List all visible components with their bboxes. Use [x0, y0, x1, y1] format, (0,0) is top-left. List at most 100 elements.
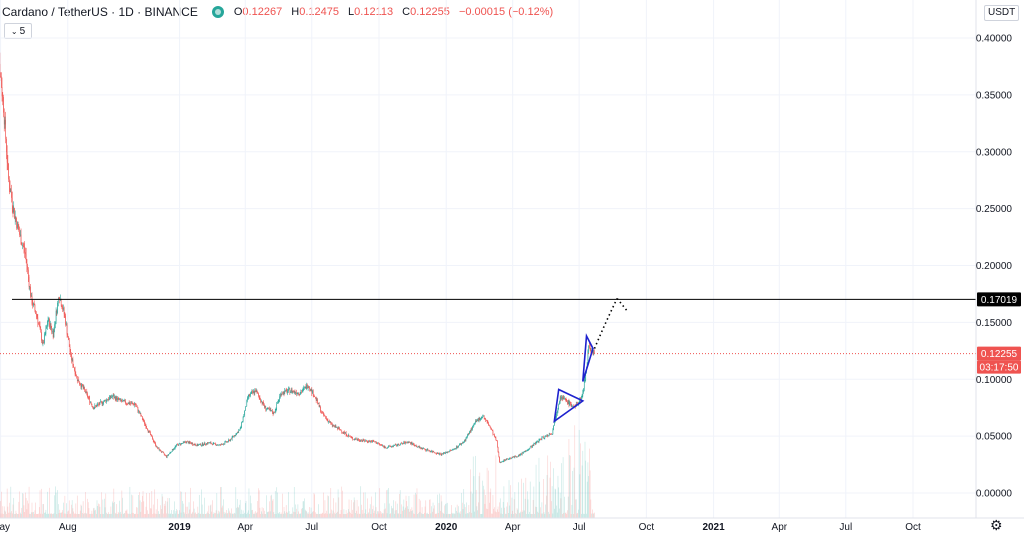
volume-bar: [340, 510, 342, 518]
volume-bar: [0, 501, 1, 518]
volume-bar: [11, 513, 13, 518]
volume-bar: [472, 456, 474, 518]
candle-body: [131, 402, 133, 404]
candle-body: [445, 452, 447, 454]
candle-body: [7, 162, 9, 164]
volume-bar: [237, 506, 239, 518]
candle-body: [540, 438, 542, 440]
candle-body: [557, 407, 559, 412]
candle-body: [68, 340, 70, 347]
volume-bar: [394, 510, 396, 518]
volume-bar: [223, 499, 224, 518]
volume-bar: [23, 505, 25, 518]
volume-bar: [585, 460, 587, 518]
volume-bar: [147, 513, 149, 518]
volume-bar: [56, 513, 58, 518]
candle-body: [495, 437, 497, 441]
candle-body: [98, 404, 100, 405]
candle-body: [30, 295, 32, 297]
candle-body: [87, 393, 88, 397]
candle-body: [568, 400, 570, 405]
volume-bar: [533, 486, 535, 518]
candle-body: [270, 409, 272, 412]
volume-bar: [29, 513, 31, 518]
candle-body: [453, 448, 455, 450]
close-key: C: [402, 6, 411, 18]
volume-bar: [412, 510, 413, 518]
volume-bar: [362, 513, 364, 518]
volume-bar: [342, 513, 344, 518]
volume-bar: [536, 506, 538, 518]
volume-bar: [221, 507, 223, 518]
volume-bar: [431, 506, 432, 518]
candle-body: [541, 437, 543, 440]
volume-bar: [312, 511, 314, 518]
volume-bar: [442, 513, 444, 518]
symbol-title[interactable]: Cardano / TetherUS · 1D · BINANCE: [2, 5, 198, 19]
volume-bar: [106, 513, 108, 518]
candle-body: [46, 326, 47, 329]
candle-body: [32, 304, 34, 306]
candle-body: [123, 400, 125, 402]
volume-bar: [34, 510, 36, 518]
candle-body: [389, 445, 391, 447]
candle-body: [158, 448, 160, 451]
volume-bar: [231, 513, 233, 518]
volume-bar: [578, 509, 579, 518]
candle-body: [529, 446, 531, 449]
indicator-toggle-button[interactable]: ⌄ 5: [4, 23, 32, 39]
volume-bar: [566, 514, 568, 518]
candle-body: [139, 413, 141, 414]
volume-bar: [361, 504, 362, 518]
candle-body: [487, 421, 489, 424]
projection-arrow: [593, 298, 618, 349]
volume-bar: [154, 489, 156, 518]
candle-body: [33, 303, 35, 305]
candle-body: [285, 389, 287, 391]
volume-bar: [164, 505, 166, 518]
candle-body: [402, 443, 403, 444]
candle-body: [5, 119, 6, 139]
candle-body: [132, 403, 134, 404]
candle-body: [435, 452, 437, 454]
candle-body: [179, 443, 181, 445]
candle-body: [420, 447, 421, 449]
volume-bar: [48, 513, 50, 518]
candle-body: [245, 406, 246, 411]
volume-bar: [247, 510, 249, 518]
candle-body: [521, 453, 522, 455]
volume-bar: [160, 509, 162, 518]
volume-bar: [403, 499, 405, 518]
volume-bar: [258, 490, 260, 518]
volume-bar: [302, 501, 304, 518]
currency-button[interactable]: USDT: [984, 5, 1020, 21]
volume-bar: [378, 513, 380, 518]
candle-body: [232, 436, 234, 437]
volume-bar: [12, 504, 14, 518]
candle-body: [9, 188, 11, 192]
volume-bar: [223, 511, 225, 518]
volume-bar: [219, 511, 221, 518]
volume-bar: [137, 513, 139, 518]
market-open-dot-icon: [211, 6, 224, 18]
volume-bar: [88, 508, 90, 518]
volume-bar: [379, 488, 381, 518]
candle-body: [55, 311, 57, 322]
volume-bar: [93, 507, 95, 518]
volume-bar: [452, 513, 454, 518]
volume-bar: [518, 482, 519, 518]
candle-body: [326, 417, 327, 419]
candle-body: [236, 432, 237, 435]
volume-bar: [62, 510, 63, 518]
candle-body: [182, 443, 183, 444]
volume-bar: [562, 457, 564, 518]
candle-body: [269, 408, 270, 410]
volume-bar: [486, 508, 487, 518]
volume-bar: [496, 512, 497, 518]
volume-bar: [249, 513, 250, 518]
candle-body: [475, 420, 477, 422]
candle-body: [501, 461, 503, 463]
candle-body: [481, 417, 483, 418]
gear-icon[interactable]: ⚙: [990, 517, 1003, 533]
